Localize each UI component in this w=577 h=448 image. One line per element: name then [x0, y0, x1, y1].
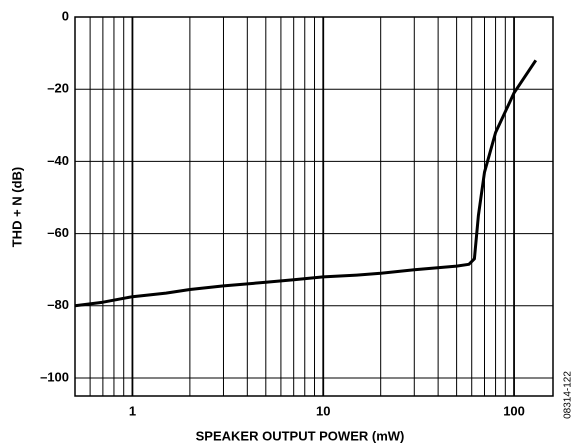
x-tick-label: 1	[129, 403, 136, 418]
plot-frame	[74, 16, 554, 397]
figure-id: 08314-122	[563, 371, 574, 419]
y-axis-label: THD + N (dB)	[9, 167, 24, 248]
y-tick-label: –20	[47, 81, 69, 96]
x-tick-label: 100	[503, 403, 525, 418]
x-axis-label: SPEAKER OUTPUT POWER (mW)	[196, 428, 405, 443]
line-series	[74, 59, 538, 308]
y-tick-label: 0	[62, 8, 69, 23]
y-tick-label: –60	[47, 225, 69, 240]
y-tick-label: –100	[40, 369, 69, 384]
y-tick-label: –80	[47, 297, 69, 312]
x-tick-label: 10	[316, 403, 330, 418]
y-tick-label: –40	[47, 153, 69, 168]
